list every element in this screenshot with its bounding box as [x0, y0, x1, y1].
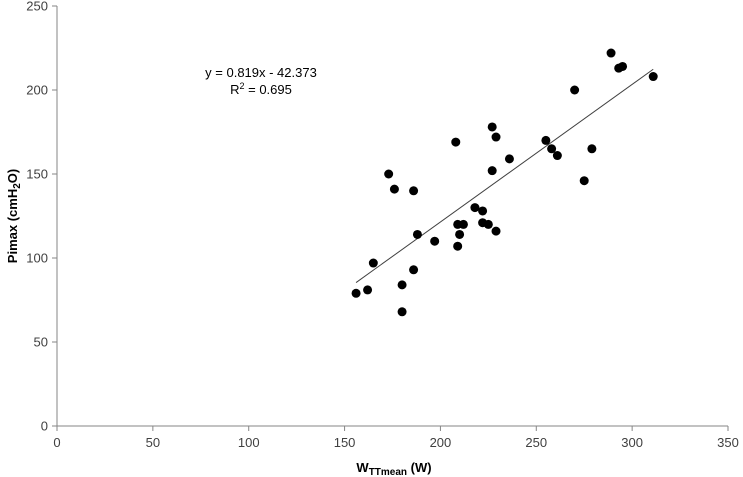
data-point [504, 154, 514, 164]
data-point [455, 229, 465, 239]
r-squared-label: R2 = 0.695 [230, 81, 292, 97]
data-point [541, 135, 551, 145]
x-tick-label: 50 [146, 435, 160, 450]
r-squared-symbol: R [230, 82, 239, 97]
data-point [491, 226, 501, 236]
data-point [351, 288, 361, 298]
x-axis-title-main: W [356, 460, 369, 475]
x-tick-label: 0 [53, 435, 60, 450]
data-point [487, 166, 497, 176]
data-point [606, 48, 616, 58]
y-tick-label: 150 [26, 167, 48, 182]
r-squared-value: = 0.695 [245, 82, 292, 97]
data-point [478, 206, 488, 216]
data-point [483, 219, 493, 229]
data-point [570, 85, 580, 95]
trendline [355, 68, 654, 283]
y-tick-label: 0 [41, 419, 48, 434]
data-point [451, 137, 461, 147]
data-point [547, 144, 557, 154]
y-tick-label: 250 [26, 0, 48, 14]
data-point [470, 203, 480, 213]
data-point [453, 241, 463, 251]
y-tick-label: 200 [26, 83, 48, 98]
x-tick-label: 300 [621, 435, 643, 450]
data-point [397, 307, 407, 317]
data-point [409, 186, 419, 196]
data-point [618, 61, 628, 71]
data-point [487, 122, 497, 132]
data-point [397, 280, 407, 290]
x-axis-title: WTTmean (W) [356, 460, 431, 477]
y-axis-title: Pimax (cmH2O) [5, 169, 23, 263]
data-point [491, 132, 501, 142]
y-axis-title-post: O) [5, 169, 20, 183]
trendline-equation: y = 0.819x - 42.373 [205, 65, 317, 80]
data-point [368, 258, 378, 268]
x-tick-label: 100 [238, 435, 260, 450]
r-squared-exponent: 2 [240, 81, 245, 91]
x-tick-label: 250 [525, 435, 547, 450]
y-tick-label: 50 [34, 335, 48, 350]
x-tick-label: 350 [717, 435, 739, 450]
data-point [579, 176, 589, 186]
y-tick-label: 100 [26, 251, 48, 266]
data-point [458, 219, 468, 229]
data-point [389, 184, 399, 194]
x-tick-label: 200 [430, 435, 452, 450]
x-axis-title-unit: (W) [407, 460, 432, 475]
data-point [552, 151, 562, 161]
y-axis-title-subscript: 2 [12, 183, 23, 189]
data-point [412, 229, 422, 239]
data-point [587, 144, 597, 154]
x-axis-ticks: 0 50 100 150 200 250 300 350 [53, 426, 739, 450]
axes [56, 6, 728, 427]
data-points [351, 48, 658, 317]
data-point [430, 236, 440, 246]
data-point [363, 285, 373, 295]
data-point [409, 265, 419, 275]
x-tick-label: 150 [334, 435, 356, 450]
data-point [648, 72, 658, 82]
y-axis-ticks: 0 50 100 150 200 250 [26, 0, 57, 434]
x-axis-title-subscript: TTmean [369, 467, 407, 477]
y-axis-title-pre: Pimax (cmH [5, 189, 20, 263]
data-point [384, 169, 394, 179]
